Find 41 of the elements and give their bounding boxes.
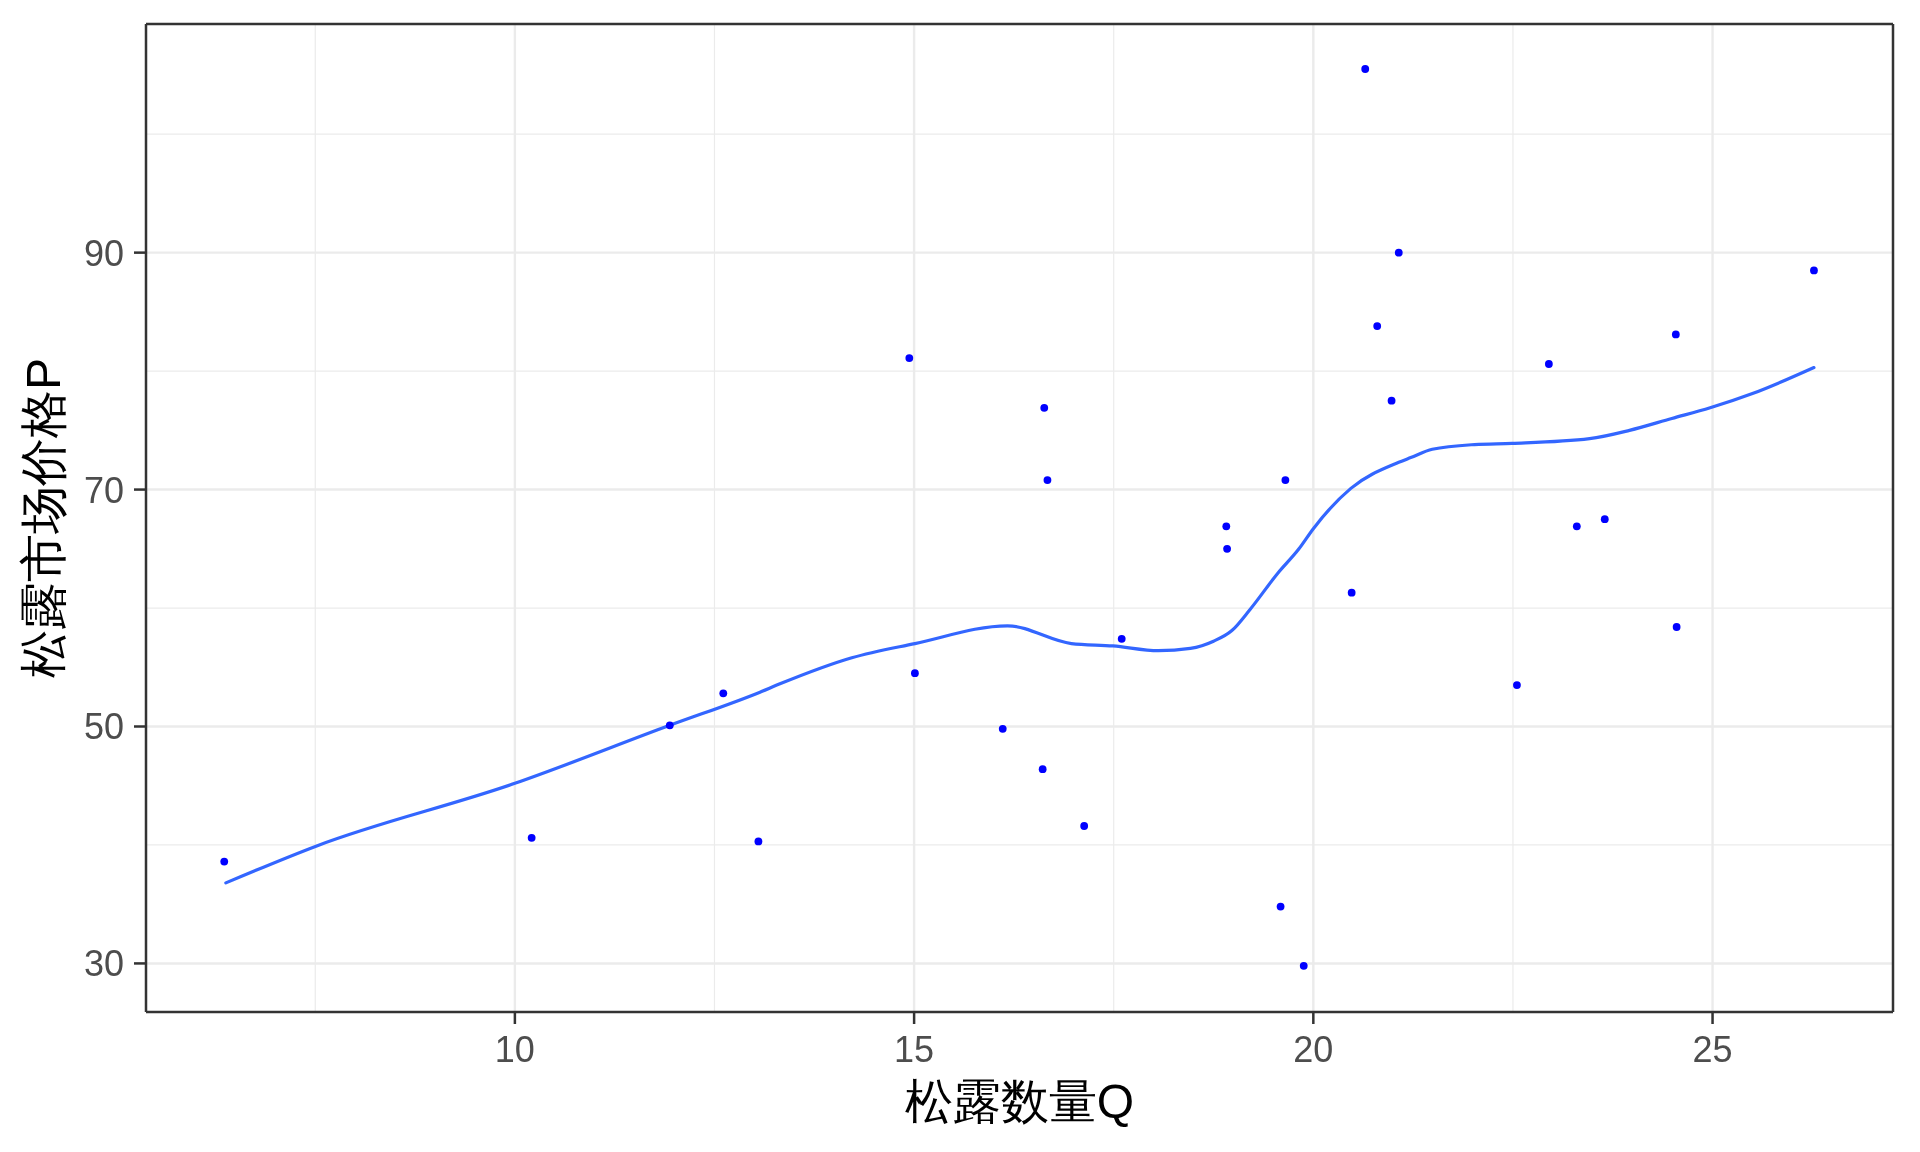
point (1222, 522, 1231, 531)
point (1038, 765, 1047, 774)
point (1600, 515, 1609, 524)
point (905, 354, 914, 362)
point (220, 857, 229, 866)
point (1043, 476, 1052, 484)
x-tick-label: 10 (494, 1029, 535, 1070)
point (1361, 65, 1370, 73)
y-tick-label: 30 (83, 943, 124, 985)
point (1672, 623, 1681, 631)
x-axis-title: 松露数量Q (904, 1075, 1135, 1128)
x-tick-label: 15 (894, 1029, 935, 1070)
point (1394, 248, 1403, 257)
point (527, 833, 536, 842)
point (1117, 634, 1126, 643)
y-tick-label: 90 (83, 232, 124, 274)
point (665, 721, 674, 730)
point (1347, 588, 1356, 597)
point (1281, 476, 1290, 484)
y-tick-label: 50 (83, 706, 124, 748)
point (1671, 330, 1680, 339)
point (1513, 681, 1521, 689)
point (1387, 396, 1396, 405)
point (1040, 403, 1049, 412)
point (1299, 961, 1308, 970)
x-tick-label: 20 (1293, 1029, 1334, 1070)
point (1572, 522, 1581, 531)
point (1080, 822, 1089, 830)
point (1373, 322, 1382, 330)
line-series (224, 365, 1816, 885)
point (754, 837, 763, 846)
point (1276, 902, 1285, 911)
point (719, 689, 728, 698)
y-tick-label: 70 (83, 469, 124, 511)
x-tick-label: 25 (1692, 1029, 1733, 1070)
point (911, 669, 919, 678)
point (1223, 544, 1231, 553)
point (1810, 266, 1818, 275)
y-axis-title: 松露市场价格P (16, 357, 70, 679)
point (998, 724, 1007, 733)
point (1544, 360, 1553, 368)
